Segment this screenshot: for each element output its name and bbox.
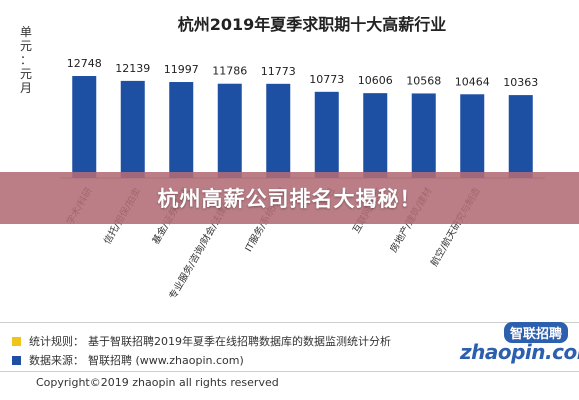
legend-text: 智联招聘 (www.zhaopin.com) [88, 354, 244, 367]
bar-7 [411, 93, 436, 178]
headline-banner: 杭州高薪公司排名大揭秘！ [0, 172, 579, 224]
footer-divider [0, 371, 579, 372]
legend-text: 基于智联招聘2019年夏季在线招聘数据库的数据监测统计分析 [88, 335, 391, 348]
logo-en-text: zhaopin.com [460, 340, 579, 364]
value-label-8: 10464 [455, 75, 490, 88]
value-label-4: 11773 [261, 65, 296, 78]
bar-3 [217, 83, 242, 178]
legend-label: 统计规则： [29, 335, 84, 348]
value-label-6: 10606 [358, 74, 393, 87]
y-axis-label: 单元：元月 [20, 25, 32, 95]
value-label-0: 12748 [67, 57, 102, 70]
value-label-3: 11786 [212, 65, 247, 78]
value-labels-group: 12748 12139 11997 11786 11773 10773 10606 10568… [67, 57, 539, 89]
value-label-7: 10568 [406, 74, 441, 87]
legend-swatch-blue [12, 355, 21, 365]
footer-divider [0, 322, 579, 323]
bars-group [72, 76, 533, 178]
bar-5 [314, 91, 339, 178]
bar-6 [363, 93, 388, 178]
value-label-1: 12139 [115, 62, 150, 75]
bar-8 [460, 94, 485, 178]
logo-cn-text: 智联招聘 [503, 322, 568, 343]
value-label-5: 10773 [309, 73, 344, 86]
bar-9 [508, 95, 533, 178]
legend-label: 数据来源： [29, 354, 84, 367]
legend-swatch-yellow [12, 336, 21, 346]
legend-row-source: 数据来源： 智联招聘 (www.zhaopin.com) [12, 352, 244, 368]
value-label-2: 11997 [164, 63, 199, 76]
bar-0 [72, 76, 97, 178]
zhaopin-logo: 智联招聘 zhaopin.com [460, 322, 579, 368]
bar-2 [169, 82, 194, 178]
copyright-text: Copyright©2019 zhaopin all rights reserv… [36, 376, 279, 389]
value-label-9: 10363 [503, 76, 538, 89]
legend-row-rule: 统计规则： 基于智联招聘2019年夏季在线招聘数据库的数据监测统计分析 [12, 333, 391, 349]
chart: 杭州2019年夏季求职期十大高薪行业 单元：元月 12748 12139 11997… [20, 15, 545, 301]
chart-title: 杭州2019年夏季求职期十大高薪行业 [178, 15, 447, 34]
bar-4 [266, 83, 291, 178]
bar-1 [120, 80, 145, 178]
headline-text: 杭州高薪公司排名大揭秘！ [157, 187, 422, 211]
